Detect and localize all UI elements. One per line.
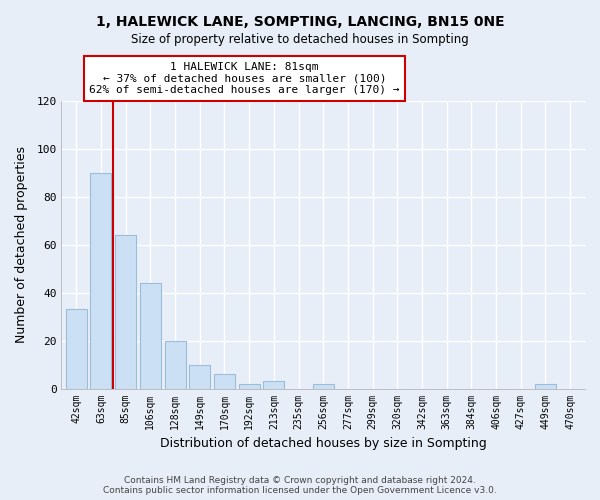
Y-axis label: Number of detached properties: Number of detached properties xyxy=(15,146,28,343)
Text: 1, HALEWICK LANE, SOMPTING, LANCING, BN15 0NE: 1, HALEWICK LANE, SOMPTING, LANCING, BN1… xyxy=(95,15,505,29)
Bar xyxy=(115,235,136,388)
Text: 1 HALEWICK LANE: 81sqm
← 37% of detached houses are smaller (100)
62% of semi-de: 1 HALEWICK LANE: 81sqm ← 37% of detached… xyxy=(89,62,400,95)
Text: Size of property relative to detached houses in Sompting: Size of property relative to detached ho… xyxy=(131,32,469,46)
Bar xyxy=(263,382,284,388)
Bar xyxy=(140,283,161,389)
Bar xyxy=(91,173,112,388)
Bar xyxy=(66,310,87,388)
Bar xyxy=(239,384,260,388)
X-axis label: Distribution of detached houses by size in Sompting: Distribution of detached houses by size … xyxy=(160,437,487,450)
Bar xyxy=(535,384,556,388)
Bar xyxy=(214,374,235,388)
Bar xyxy=(313,384,334,388)
Bar xyxy=(164,340,185,388)
Bar xyxy=(189,364,210,388)
Text: Contains HM Land Registry data © Crown copyright and database right 2024.
Contai: Contains HM Land Registry data © Crown c… xyxy=(103,476,497,495)
